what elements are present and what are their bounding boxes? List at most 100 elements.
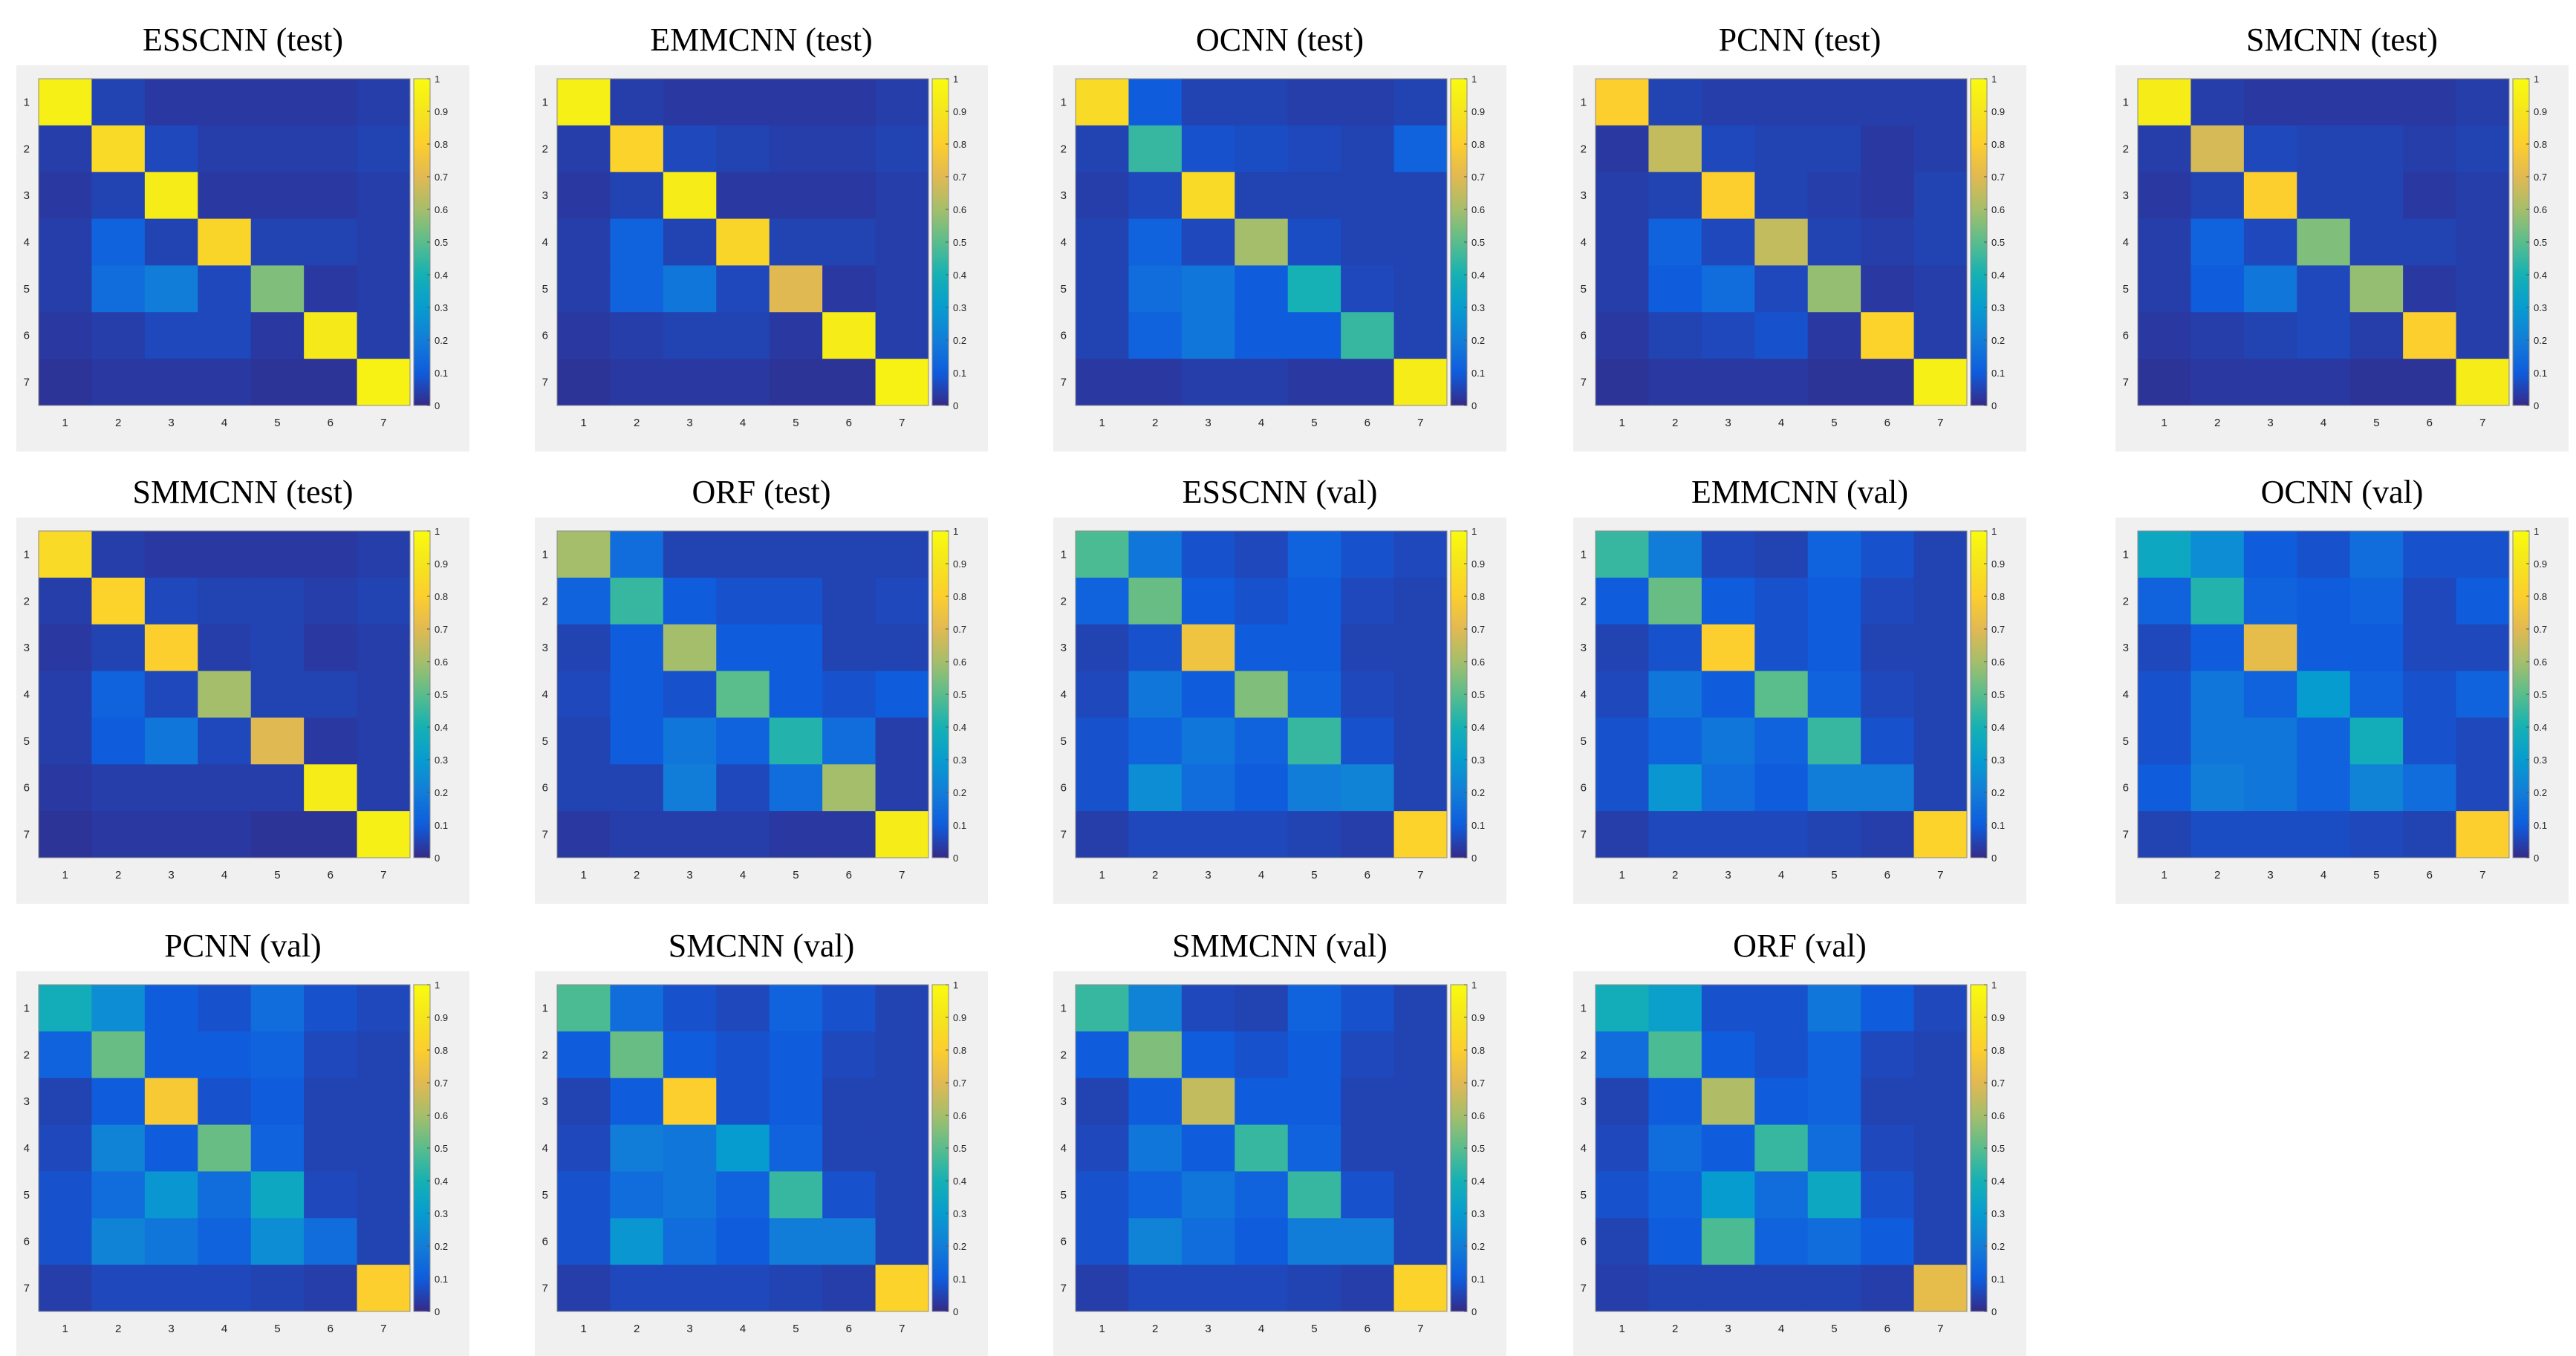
heatmap-cell: [1807, 1171, 1861, 1219]
colorbar-tick-label: 0.8: [953, 591, 966, 602]
heatmap-cell: [357, 79, 411, 126]
heatmap-cell: [304, 125, 358, 173]
heatmap-cell: [2297, 717, 2351, 765]
heatmap-cell: [2456, 79, 2510, 126]
heatmap-cell: [663, 1031, 717, 1079]
y-tick-label: 2: [1581, 595, 1587, 607]
heatmap-cell: [875, 577, 929, 625]
heatmap-cell: [769, 265, 823, 313]
x-tick-label: 5: [274, 417, 280, 429]
heatmap-cell: [39, 671, 92, 718]
colorbar-tick-label: 0.6: [2534, 656, 2547, 668]
heatmap-cell: [557, 312, 611, 359]
heatmap-cell: [1235, 172, 1289, 220]
heatmap-cell: [1235, 1124, 1289, 1172]
x-tick-label: 5: [1831, 869, 1837, 881]
heatmap-cell: [1341, 359, 1395, 406]
colorbar-tick-label: 0.8: [1991, 1045, 2005, 1056]
heatmap-cell: [1393, 1124, 1448, 1172]
x-tick-label: 6: [846, 1323, 852, 1335]
y-tick-label: 4: [542, 688, 548, 701]
heatmap-cell: [557, 172, 611, 220]
heatmap-cell: [1341, 624, 1395, 672]
chart-title: ESSCNN (val): [1183, 474, 1378, 510]
heatmap-cell: [1235, 312, 1289, 359]
heatmap-cell: [2403, 125, 2457, 173]
heatmap-cell: [91, 312, 146, 359]
heatmap-cell: [2349, 624, 2404, 672]
heatmap-cell: [2456, 717, 2510, 765]
colorbar-tick-label: 0.3: [1471, 1208, 1485, 1219]
heatmap-cell: [822, 985, 876, 1032]
heatmap-cell: [822, 577, 876, 625]
heatmap-cell: [1754, 1171, 1809, 1219]
y-tick-label: 6: [24, 1236, 30, 1248]
heatmap-cell: [1648, 1265, 1702, 1312]
x-tick-label: 2: [1672, 1323, 1678, 1335]
heatmap-cell: [1596, 764, 1649, 812]
heatmap-cell: [1393, 265, 1448, 313]
heatmap-cell: [2243, 79, 2297, 126]
heatmap-cell: [663, 125, 717, 173]
heatmap-cell: [91, 811, 146, 858]
colorbar-tick-label: 0.5: [1471, 689, 1485, 700]
heatmap-cell: [250, 577, 305, 625]
heatmap-axes-frame: [556, 530, 929, 858]
heatmap-cell: [822, 764, 876, 812]
heatmap-cell: [1648, 125, 1702, 173]
chart-title: EMMCNN (test): [650, 22, 872, 58]
heatmap-cell: [1648, 1031, 1702, 1079]
heatmap-cell: [144, 1265, 198, 1312]
x-tick-label: 6: [328, 869, 334, 881]
heatmap-cell: [198, 764, 252, 812]
colorbar-tick-label: 0.5: [435, 689, 448, 700]
colorbar-tick-label: 0: [953, 400, 958, 411]
colorbar-tick-label: 0.7: [1991, 624, 2005, 635]
colorbar-tick-label: 0.4: [953, 270, 966, 281]
y-tick-label: 4: [24, 1142, 30, 1155]
y-tick-label: 4: [1061, 1142, 1067, 1155]
heatmap-cell: [1393, 764, 1448, 812]
heatmap-cell: [304, 265, 358, 313]
colorbar-tick-label: 0.6: [953, 1110, 966, 1121]
heatmap-cell: [1596, 624, 1649, 672]
heatmap-cell: [144, 577, 198, 625]
heatmap-cell: [2456, 811, 2510, 858]
heatmap-cell: [39, 717, 92, 765]
heatmap-cell: [822, 1171, 876, 1219]
heatmap-cell: [2243, 624, 2297, 672]
confusion-matrix-chart: OCNN (test) 1 2 3 4 5 6 7 1 2 3 4 5 6 7 0 0.1 0.2 0.3 0.4 0.…: [1053, 22, 1506, 452]
colorbar-tick-label: 0.9: [1991, 106, 2005, 117]
heatmap-cell: [1235, 1265, 1289, 1312]
heatmap-cell: [91, 1171, 146, 1219]
chart-title: EMMCNN (val): [1691, 474, 1908, 510]
heatmap-cell: [557, 531, 611, 578]
heatmap-cell: [250, 265, 305, 313]
heatmap-cell: [357, 172, 411, 220]
heatmap-cell: [1913, 985, 1968, 1032]
heatmap-cell: [357, 312, 411, 359]
heatmap-cell: [1754, 79, 1809, 126]
heatmap-axes-frame: [1075, 78, 1448, 406]
heatmap-cell: [1807, 764, 1861, 812]
heatmap-cell: [1596, 265, 1649, 313]
heatmap-cell: [250, 1171, 305, 1219]
heatmap-cell: [2456, 764, 2510, 812]
heatmap-cell: [1128, 1031, 1183, 1079]
heatmap-cell: [1861, 1031, 1915, 1079]
heatmap-cell: [304, 1171, 358, 1219]
x-tick-label: 1: [2162, 869, 2167, 881]
heatmap-cell: [1076, 624, 1129, 672]
heatmap-cell: [304, 218, 358, 266]
heatmap-cell: [769, 764, 823, 812]
colorbar-tick-label: 0.5: [953, 689, 966, 700]
x-tick-label: 4: [740, 1323, 746, 1335]
colorbar-tick-label: 0.1: [435, 820, 448, 831]
heatmap-cell: [1913, 1124, 1968, 1172]
heatmap-cell: [2243, 531, 2297, 578]
x-tick-label: 1: [581, 417, 587, 429]
colorbar-tick-label: 0.9: [953, 558, 966, 570]
heatmap-cell: [250, 531, 305, 578]
heatmap-cell: [1701, 125, 1755, 173]
y-tick-label: 4: [24, 236, 30, 249]
